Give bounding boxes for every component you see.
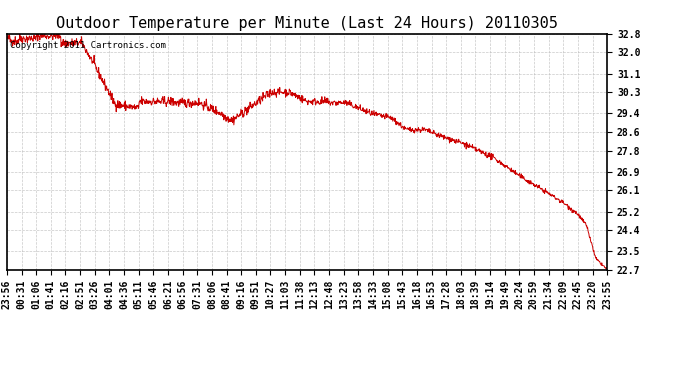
Title: Outdoor Temperature per Minute (Last 24 Hours) 20110305: Outdoor Temperature per Minute (Last 24 … <box>56 16 558 31</box>
Text: Copyright 2011 Cartronics.com: Copyright 2011 Cartronics.com <box>10 41 166 50</box>
